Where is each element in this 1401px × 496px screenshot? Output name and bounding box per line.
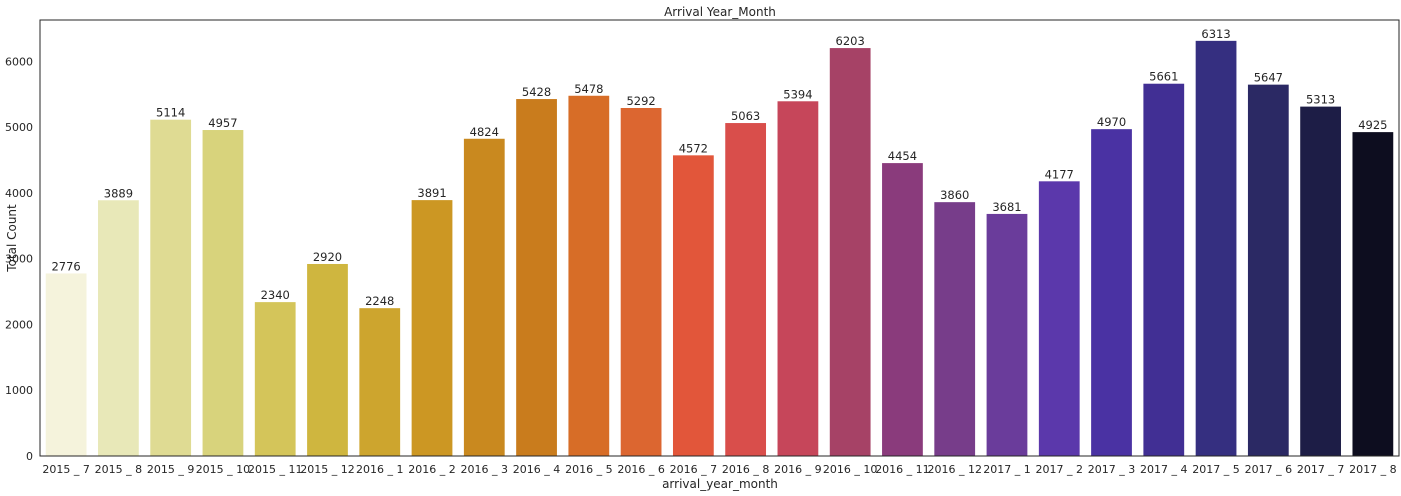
- x-tick-label: 2016 _ 4: [513, 463, 561, 476]
- bar-2016_2: [411, 200, 453, 456]
- bar-value-label: 4824: [470, 125, 499, 139]
- bar-2015_12: [307, 263, 348, 456]
- bar-2016_6: [620, 107, 662, 457]
- bar-2016_7: [672, 155, 714, 456]
- x-tick-label: 2017 _ 2: [1036, 463, 1084, 476]
- y-tick-label: 0: [26, 450, 33, 463]
- bar-value-label: 5063: [731, 109, 760, 123]
- bar-2016_10: [829, 48, 871, 456]
- bar-value-label: 2248: [365, 294, 394, 308]
- x-tick-label: 2015 _ 9: [147, 463, 195, 476]
- x-tick-label: 2017 _ 7: [1297, 463, 1345, 476]
- data-labels-group: 2776 3889 5114 4957 2340 2920 2248 3891 4824 5428…: [51, 27, 1387, 308]
- x-tick-label: 2015 _ 11: [248, 463, 302, 476]
- bar-value-label: 5394: [783, 87, 812, 101]
- x-tick-label: 2016 _ 1: [356, 463, 404, 476]
- bar-value-label: 4925: [1358, 118, 1387, 132]
- bar-2015_7: [45, 273, 87, 456]
- x-tick-label: 2017 _ 5: [1192, 463, 1240, 476]
- bar-value-label: 5114: [156, 106, 185, 120]
- x-tick-label: 2016 _ 9: [774, 463, 822, 476]
- x-tick-label: 2016 _ 7: [670, 463, 718, 476]
- bar-value-label: 4957: [208, 116, 237, 130]
- bar-2017_8: [1352, 132, 1394, 456]
- x-tick-label: 2016 _ 6: [617, 463, 665, 476]
- x-tick-label: 2015 _ 7: [42, 463, 90, 476]
- bar-2015_9: [150, 119, 192, 456]
- x-tick-label: 2016 _ 8: [722, 463, 770, 476]
- bar-value-label: 5313: [1306, 93, 1335, 107]
- x-tick-label: 2015 _ 12: [300, 463, 354, 476]
- bar-value-label: 4454: [888, 149, 917, 163]
- x-tick-label: 2016 _ 10: [823, 463, 877, 476]
- x-tick-label: 2015 _ 10: [196, 463, 250, 476]
- y-tick-label: 6000: [5, 55, 33, 68]
- x-tick-label: 2016 _ 2: [408, 463, 456, 476]
- y-axis-title: Total Count: [5, 204, 19, 273]
- bar-2016_12: [934, 202, 976, 456]
- y-tick-label: 4000: [5, 187, 33, 200]
- bar-2017_4: [1143, 83, 1185, 456]
- y-tick-label: 5000: [5, 121, 33, 134]
- bar-2016_9: [777, 101, 819, 456]
- x-tick-label: 2017 _ 4: [1140, 463, 1188, 476]
- bar-2015_8: [98, 200, 139, 456]
- bar-value-label: 5661: [1149, 70, 1178, 84]
- bar-2017_2: [1038, 181, 1080, 456]
- bar-2017_3: [1091, 129, 1132, 456]
- x-tick-label: 2017 _ 1: [983, 463, 1031, 476]
- plot-frame: [39, 19, 1400, 457]
- bar-2017_6: [1247, 84, 1289, 456]
- bar-value-label: 3860: [940, 188, 969, 202]
- bar-value-label: 5428: [522, 85, 551, 99]
- bar-value-label: 4572: [679, 141, 708, 155]
- bar-value-label: 3681: [992, 200, 1021, 214]
- x-tick-label: 2016 _ 3: [461, 463, 509, 476]
- x-tick-label: 2017 _ 3: [1088, 463, 1136, 476]
- chart-title: Arrival Year_Month: [664, 5, 776, 19]
- bar-2016_4: [516, 99, 557, 457]
- bar-value-label: 2776: [51, 259, 80, 273]
- bar-2015_11: [254, 302, 296, 456]
- y-tick-label: 3000: [5, 253, 33, 266]
- bar-value-label: 3889: [104, 186, 133, 200]
- bar-2017_7: [1300, 106, 1341, 457]
- bar-2016_1: [359, 308, 401, 456]
- bar-value-label: 4177: [1045, 167, 1074, 181]
- bar-2017_5: [1195, 40, 1237, 456]
- x-axis-title: arrival_year_month: [662, 477, 778, 491]
- bar-2017_1: [986, 213, 1028, 456]
- bar-2016_11: [882, 163, 923, 456]
- bar-value-label: 5478: [574, 82, 603, 96]
- bar-2016_5: [568, 95, 610, 456]
- x-tick-label: 2015 _ 8: [95, 463, 143, 476]
- bar-2016_8: [725, 123, 767, 457]
- x-tick-label: 2016 _ 12: [927, 463, 981, 476]
- bar-value-label: 2340: [261, 288, 290, 302]
- bar-2016_3: [463, 138, 505, 456]
- x-tick-label: 2017 _ 6: [1245, 463, 1293, 476]
- bar-2015_10: [202, 130, 244, 456]
- x-tick-label: 2017 _ 8: [1349, 463, 1397, 476]
- y-tick-label: 1000: [5, 384, 33, 397]
- bar-value-label: 6203: [836, 34, 865, 48]
- y-axis-ticks: 0 1000 2000 3000 4000 5000 6000: [5, 55, 33, 463]
- bar-value-label: 5647: [1254, 71, 1283, 85]
- bar-value-label: 2920: [313, 250, 342, 264]
- x-tick-label: 2016 _ 5: [565, 463, 613, 476]
- bar-value-label: 3891: [417, 186, 446, 200]
- bar-value-label: 5292: [626, 94, 655, 108]
- x-tick-label: 2016 _ 11: [875, 463, 929, 476]
- bar-value-label: 6313: [1201, 27, 1230, 41]
- bar-value-label: 4970: [1097, 115, 1126, 129]
- y-tick-label: 2000: [5, 318, 33, 331]
- bars-group: [45, 40, 1394, 457]
